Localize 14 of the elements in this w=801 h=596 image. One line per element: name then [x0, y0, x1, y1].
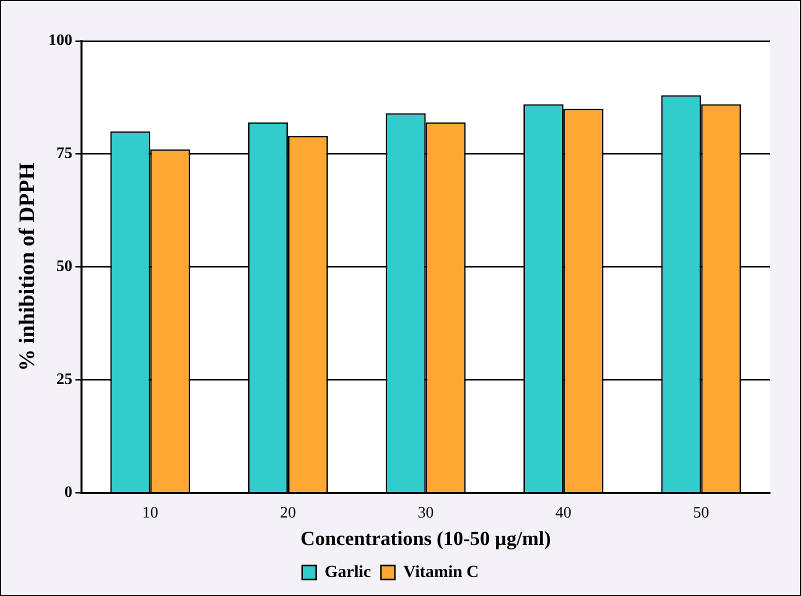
y-tick-label: 50: [56, 258, 72, 276]
y-axis-title: % inhibition of DPPH: [14, 162, 39, 372]
x-tick-label: 40: [555, 504, 572, 522]
x-tick-label: 10: [142, 504, 158, 522]
y-tick-label: 0: [64, 484, 72, 501]
legend-label: Garlic: [324, 562, 372, 581]
x-tick-label: 20: [280, 504, 296, 522]
y-tick-label: 75: [56, 145, 72, 162]
x-tick-label: 50: [693, 504, 710, 522]
x-axis-title: Concentrations (10-50 µg/ml): [300, 528, 551, 550]
y-tick-label: 25: [56, 370, 72, 388]
x-tick-label: 30: [418, 504, 434, 522]
y-tick-label: 100: [48, 32, 72, 50]
legend-label: Vitamin C: [403, 562, 479, 581]
